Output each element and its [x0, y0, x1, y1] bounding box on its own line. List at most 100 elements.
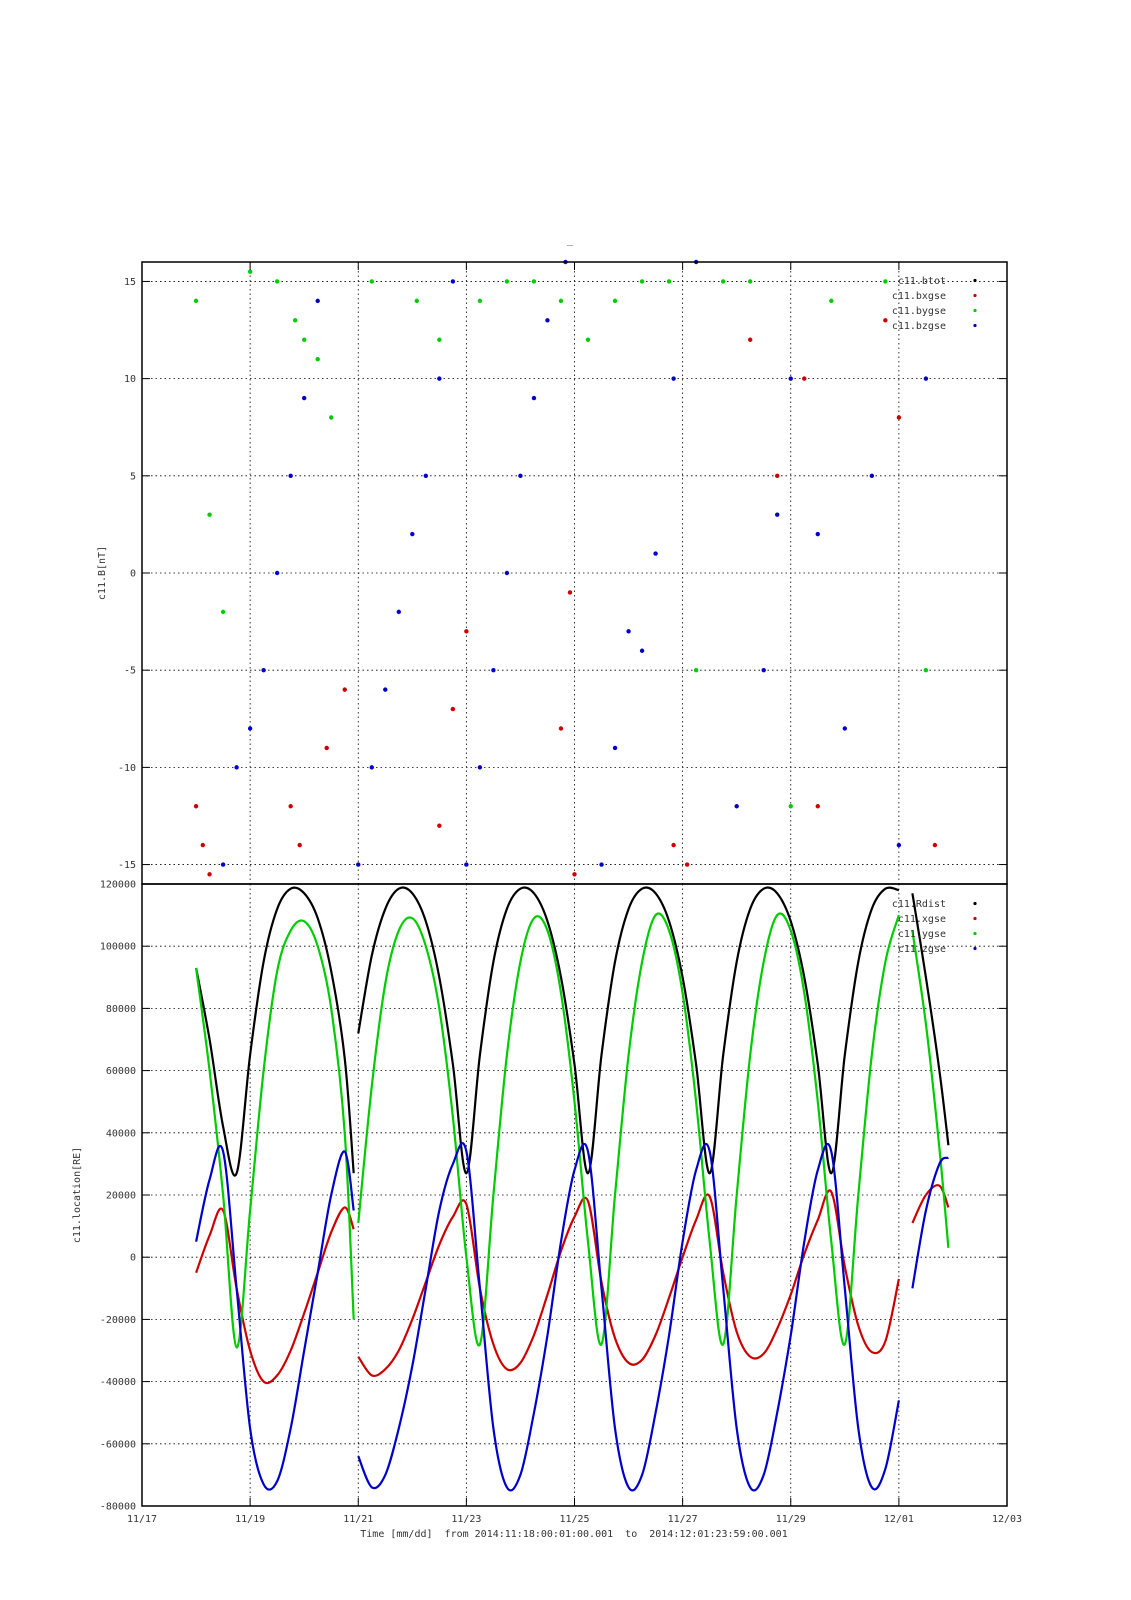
b-field-point-c11-bzgse — [612, 745, 618, 751]
b-field-point-c11-bzgse — [734, 804, 739, 809]
b-field-point-c11-bxgse — [288, 804, 293, 809]
b-field-point-c11-bxgse — [324, 745, 329, 751]
location-line-c11-zgse — [911, 1156, 950, 1289]
b-field-point-c11-bzgse — [775, 512, 780, 517]
x-tick-label: 11/27 — [668, 1514, 698, 1525]
location-line-c11-ygse — [911, 930, 950, 1248]
location-legend-marker — [973, 946, 977, 951]
location-line-c11-Rdist — [911, 893, 950, 1146]
b-field-point-c11-bxgse — [932, 842, 938, 848]
b-field-point-c11-bzgse — [261, 667, 266, 673]
x-tick-label: 12/03 — [992, 1514, 1022, 1525]
b-field-point-c11-bzgse — [599, 862, 604, 867]
b-field-point-c11-bygse — [883, 279, 888, 284]
b-field-legend-label: c11.bzgse — [892, 321, 946, 332]
b-field-point-c11-bzgse — [896, 842, 902, 848]
b-field-y-tick-label: 0 — [130, 569, 136, 580]
b-field-legend-label: c11.btot — [898, 276, 946, 287]
b-field-y-tick-label: -5 — [124, 666, 136, 677]
x-tick-label: 11/17 — [127, 1514, 157, 1525]
b-field-y-ticks: 15 10 5 0 -5 -10 -15 — [118, 277, 1007, 871]
b-field-point-c11-bzgse — [288, 473, 293, 479]
location-legend-label: c11.ygse — [898, 929, 946, 940]
b-field-legend: c11.btot c11.bxgse c11.bygse c11.bzgse — [892, 276, 977, 332]
b-field-y-tick-label: 5 — [130, 471, 136, 482]
b-field-point-c11-bygse — [193, 298, 199, 304]
b-field-point-c11-bxgse — [464, 629, 469, 634]
location-line-c11-xgse — [357, 1189, 900, 1378]
x-axis-ticks: 11/17 11/19 11/21 11/23 11/25 11/27 11/29 12/01… — [127, 262, 1022, 1525]
b-field-point-c11-bzgse — [491, 667, 496, 673]
location-y-tick-label: 80000 — [106, 1004, 136, 1015]
b-field-point-c11-bygse — [329, 415, 334, 420]
location-y-ticks: 120000 100000 80000 60000 40000 20000 0 -20000 -… — [100, 880, 1007, 1513]
b-field-point-c11-bxgse — [558, 726, 564, 731]
location-line-c11-ygse — [357, 912, 900, 1347]
location-y-tick-label: 0 — [130, 1253, 136, 1264]
x-tick-label: 11/25 — [559, 1514, 589, 1525]
x-tick-label: 11/29 — [776, 1514, 806, 1525]
b-field-point-c11-bzgse — [545, 318, 550, 323]
b-field-point-c11-bzgse — [788, 376, 793, 381]
b-field-point-c11-bzgse — [423, 473, 429, 479]
location-line-c11-xgse — [195, 1206, 355, 1385]
b-field-point-c11-bzgse — [518, 473, 523, 479]
b-field-point-c11-bygse — [666, 279, 672, 284]
location-panel: 120000 100000 80000 60000 40000 20000 0 -20000 -… — [72, 262, 1022, 1540]
b-field-y-tick-label: -10 — [118, 763, 136, 774]
b-field-point-c11-bxgse — [748, 337, 753, 342]
b-field-y-tick-label: 15 — [124, 277, 136, 288]
b-field-point-c11-bzgse — [626, 629, 631, 634]
b-field-point-c11-bygse — [558, 298, 564, 304]
b-field-point-c11-bxgse — [775, 473, 780, 479]
b-field-point-c11-bygse — [829, 298, 834, 304]
b-field-point-c11-bxgse — [684, 862, 690, 867]
b-field-point-c11-bxgse — [671, 842, 676, 848]
b-field-point-c11-bygse — [585, 337, 591, 342]
b-field-point-c11-bygse — [301, 337, 307, 342]
b-field-point-c11-bxgse — [572, 872, 577, 877]
location-line-c11-ygse — [195, 919, 355, 1349]
b-field-point-c11-bygse — [414, 298, 420, 304]
b-field-point-c11-bygse — [369, 279, 374, 284]
b-field-point-c11-bxgse — [450, 706, 456, 712]
b-field-point-c11-bzgse — [815, 531, 820, 537]
b-field-point-c11-bzgse — [301, 395, 307, 401]
location-legend-label: c11.xgse — [898, 914, 946, 925]
location-legend-marker — [973, 931, 977, 936]
location-legend-marker — [973, 901, 977, 906]
b-field-y-label: c11.B[nT] — [97, 546, 108, 600]
b-field-point-c11-bygse — [504, 279, 510, 284]
b-field-point-c11-bygse — [531, 279, 537, 284]
b-field-point-c11-bzgse — [842, 726, 848, 731]
b-field-point-c11-bygse — [220, 609, 226, 615]
b-field-point-c11-bzgse — [653, 551, 658, 556]
location-legend: c11.Rdist c11.xgse c11.ygse c11.zgse — [892, 899, 977, 955]
location-lines — [195, 886, 950, 1492]
b-field-point-c11-bxgse — [200, 842, 206, 848]
b-field-point-c11-bzgse — [671, 376, 676, 381]
b-field-point-c11-bzgse — [410, 531, 415, 537]
b-field-point-c11-bxgse — [896, 415, 902, 420]
b-field-point-c11-bzgse — [761, 667, 766, 673]
b-field-point-c11-bygse — [315, 356, 320, 362]
b-field-point-c11-bzgse — [869, 473, 875, 479]
b-field-point-c11-bzgse — [274, 570, 280, 576]
b-field-point-c11-bygse — [274, 279, 280, 284]
b-field-point-c11-bygse — [437, 337, 442, 342]
x-axis-label: Time [mm/dd] from 2014:11:18:00:01:00.00… — [360, 1529, 787, 1540]
b-field-point-c11-bygse — [923, 667, 929, 673]
b-field-point-c11-bxgse — [567, 590, 573, 595]
b-field-point-c11-bzgse — [923, 376, 929, 381]
b-field-y-tick-label: 10 — [124, 374, 136, 385]
b-field-point-c11-bygse — [748, 279, 753, 284]
b-field-point-c11-bzgse — [315, 298, 320, 304]
b-field-point-c11-bzgse — [504, 570, 510, 576]
b-field-point-c11-bygse — [639, 279, 645, 284]
b-field-point-c11-bygse — [292, 318, 298, 323]
x-tick-label: 11/19 — [235, 1514, 265, 1525]
b-field-point-c11-bygse — [788, 804, 793, 809]
b-field-point-c11-bzgse — [383, 687, 388, 692]
b-field-point-c11-bzgse — [220, 862, 226, 867]
